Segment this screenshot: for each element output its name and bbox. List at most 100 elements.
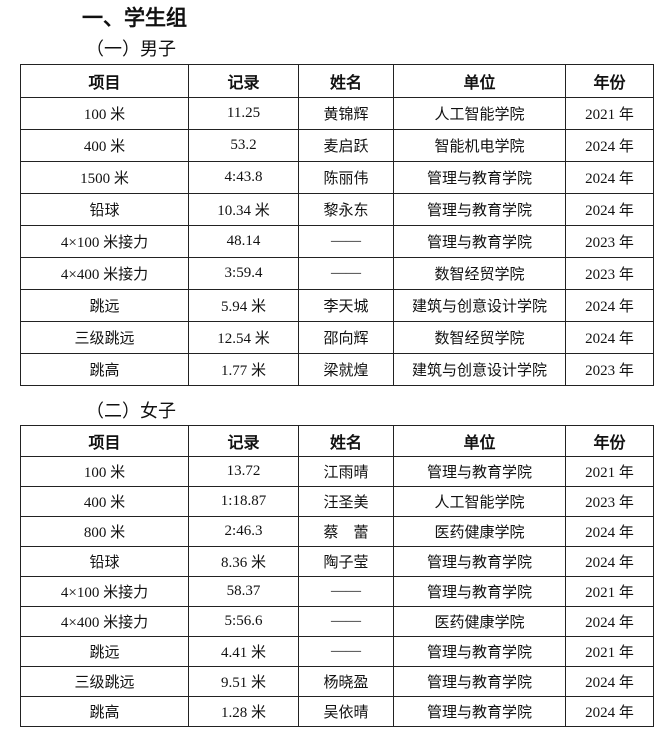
cell-year: 2024 年 (565, 606, 654, 637)
cell-year: 2023 年 (565, 257, 654, 290)
cell-event: 跳高 (20, 696, 189, 727)
cell-record: 10.34 米 (188, 193, 299, 226)
cell-record: 5.94 米 (188, 289, 299, 322)
cell-record: 48.14 (188, 225, 299, 258)
cell-unit: 医药健康学院 (393, 606, 566, 637)
cell-unit: 管理与教育学院 (393, 456, 566, 487)
cell-record: 8.36 米 (188, 546, 299, 577)
subsection-title-women: （二）女子 (86, 401, 176, 422)
cell-unit: 建筑与创意设计学院 (393, 353, 566, 386)
header-event: 项目 (20, 64, 189, 98)
header-year: 年份 (565, 64, 654, 98)
table-row: 400 米 1:18.87 汪圣美 人工智能学院 2023 年 (20, 486, 654, 517)
cell-year: 2023 年 (565, 353, 654, 386)
table-row: 4×400 米接力 5:56.6 —— 医药健康学院 2024 年 (20, 606, 654, 637)
cell-name: —— (298, 576, 394, 607)
cell-name: 李天城 (298, 289, 394, 322)
table-row: 铅球 10.34 米黎永东 管理与教育学院 2024 年 (20, 193, 654, 226)
header-name: 姓名 (298, 64, 394, 98)
table-row: 800 米 2:46.3 蔡 蕾医药健康学院 2024 年 (20, 516, 654, 547)
table-row: 跳远 4.41 米 —— 管理与教育学院 2021 年 (20, 636, 654, 667)
cell-unit: 管理与教育学院 (393, 193, 566, 226)
table-row: 100 米 11.25 黄锦辉 人工智能学院 2021 年 (20, 97, 654, 130)
cell-name: 蔡 蕾 (298, 516, 394, 547)
cell-unit: 建筑与创意设计学院 (393, 289, 566, 322)
cell-unit: 管理与教育学院 (393, 546, 566, 577)
table-row: 铅球 8.36 米陶子莹 管理与教育学院 2024 年 (20, 546, 654, 577)
cell-name: 江雨晴 (298, 456, 394, 487)
cell-unit: 管理与教育学院 (393, 225, 566, 258)
cell-event: 铅球 (20, 546, 189, 577)
cell-event: 100 米 (20, 97, 189, 130)
cell-event: 跳远 (20, 289, 189, 322)
cell-record: 1:18.87 (188, 486, 299, 517)
cell-year: 2024 年 (565, 546, 654, 577)
cell-year: 2024 年 (565, 289, 654, 322)
cell-name: —— (298, 636, 394, 667)
cell-year: 2024 年 (565, 516, 654, 547)
cell-event: 4×100 米接力 (20, 576, 189, 607)
men-records-table: 项目 记录 姓名 单位 年份 100 米 11.25 黄锦辉 人工智能学院 2021 年 400 米… (20, 64, 654, 386)
women-records-table: 项目 记录 姓名 单位 年份 100 米 13.72 江雨晴 管理与教育学院 2021 年 400 … (20, 425, 654, 727)
cell-event: 三级跳远 (20, 666, 189, 697)
table-row: 100 米 13.72 江雨晴 管理与教育学院 2021 年 (20, 456, 654, 487)
subsection-title-men: （一）男子 (86, 39, 176, 60)
cell-name: 麦启跃 (298, 129, 394, 162)
cell-unit: 智能机电学院 (393, 129, 566, 162)
cell-year: 2024 年 (565, 193, 654, 226)
cell-record: 53.2 (188, 129, 299, 162)
cell-year: 2023 年 (565, 225, 654, 258)
cell-name: 吴依晴 (298, 696, 394, 727)
cell-year: 2021 年 (565, 636, 654, 667)
header-event: 项目 (20, 425, 189, 457)
cell-unit: 管理与教育学院 (393, 636, 566, 667)
header-name: 姓名 (298, 425, 394, 457)
cell-record: 4.41 米 (188, 636, 299, 667)
cell-record: 5:56.6 (188, 606, 299, 637)
section-title: 一、学生组 (82, 6, 187, 30)
table-header: 项目 记录 姓名 单位 年份 (20, 64, 654, 98)
cell-name: 汪圣美 (298, 486, 394, 517)
cell-year: 2024 年 (565, 321, 654, 354)
cell-unit: 医药健康学院 (393, 516, 566, 547)
table-row: 4×400 米接力 3:59.4 —— 数智经贸学院 2023 年 (20, 257, 654, 290)
header-year: 年份 (565, 425, 654, 457)
cell-event: 铅球 (20, 193, 189, 226)
cell-year: 2021 年 (565, 97, 654, 130)
cell-unit: 人工智能学院 (393, 486, 566, 517)
cell-event: 三级跳远 (20, 321, 189, 354)
header-unit: 单位 (393, 64, 566, 98)
cell-name: 梁就煌 (298, 353, 394, 386)
cell-unit: 管理与教育学院 (393, 576, 566, 607)
cell-unit: 管理与教育学院 (393, 696, 566, 727)
cell-unit: 管理与教育学院 (393, 161, 566, 194)
cell-event: 1500 米 (20, 161, 189, 194)
table-row: 跳高 1.77 米梁就煌 建筑与创意设计学院 2023 年 (20, 353, 654, 386)
cell-year: 2021 年 (565, 456, 654, 487)
cell-record: 13.72 (188, 456, 299, 487)
cell-event: 跳远 (20, 636, 189, 667)
cell-year: 2024 年 (565, 666, 654, 697)
table-row: 400 米 53.2 麦启跃 智能机电学院 2024 年 (20, 129, 654, 162)
cell-year: 2024 年 (565, 129, 654, 162)
cell-record: 3:59.4 (188, 257, 299, 290)
cell-event: 跳高 (20, 353, 189, 386)
cell-unit: 管理与教育学院 (393, 666, 566, 697)
cell-event: 400 米 (20, 486, 189, 517)
table-row: 三级跳远 12.54 米邵向辉 数智经贸学院 2024 年 (20, 321, 654, 354)
header-record: 记录 (188, 425, 299, 457)
table-row: 4×100 米接力 58.37 —— 管理与教育学院 2021 年 (20, 576, 654, 607)
header-record: 记录 (188, 64, 299, 98)
cell-event: 100 米 (20, 456, 189, 487)
cell-name: 黎永东 (298, 193, 394, 226)
cell-record: 1.28 米 (188, 696, 299, 727)
cell-name: —— (298, 257, 394, 290)
header-unit: 单位 (393, 425, 566, 457)
cell-record: 11.25 (188, 97, 299, 130)
cell-name: 杨晓盈 (298, 666, 394, 697)
cell-name: 陈丽伟 (298, 161, 394, 194)
cell-record: 58.37 (188, 576, 299, 607)
cell-year: 2024 年 (565, 161, 654, 194)
cell-name: 黄锦辉 (298, 97, 394, 130)
cell-year: 2021 年 (565, 576, 654, 607)
